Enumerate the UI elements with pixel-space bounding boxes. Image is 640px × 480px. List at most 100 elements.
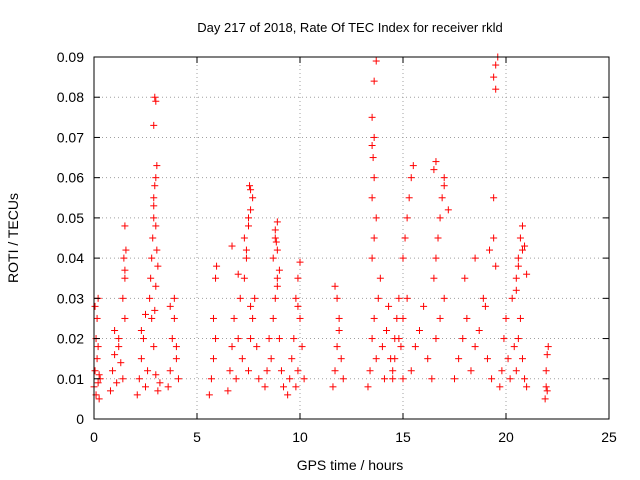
data-point: [428, 375, 436, 383]
data-point: [543, 351, 551, 359]
data-point: [224, 387, 232, 395]
data-point: [508, 294, 516, 302]
data-point: [106, 387, 114, 395]
data-point: [156, 379, 164, 387]
data-point: [247, 335, 255, 343]
data-point: [294, 302, 302, 310]
data-point: [284, 391, 292, 399]
data-point: [247, 302, 255, 310]
data-point: [253, 343, 261, 351]
data-point: [490, 234, 498, 242]
data-point: [232, 375, 240, 383]
data-point: [374, 294, 382, 302]
data-point: [228, 242, 236, 250]
data-point: [440, 294, 448, 302]
data-point: [339, 375, 347, 383]
data-point: [383, 327, 391, 335]
data-point: [115, 335, 123, 343]
data-point: [273, 282, 281, 290]
data-point: [174, 375, 182, 383]
data-point: [93, 355, 101, 363]
data-point: [397, 343, 405, 351]
data-point: [286, 375, 294, 383]
data-point: [137, 355, 145, 363]
data-point: [151, 306, 159, 314]
data-point: [438, 194, 446, 202]
y-tick-label: 0.09: [57, 49, 84, 65]
data-point: [490, 194, 498, 202]
data-point: [543, 387, 551, 395]
data-point: [368, 335, 376, 343]
data-point: [544, 343, 552, 351]
data-point: [372, 214, 380, 222]
data-point: [166, 367, 174, 375]
data-point: [331, 282, 339, 290]
y-tick-label: 0.07: [57, 129, 84, 145]
data-point: [234, 270, 242, 278]
data-point: [164, 383, 172, 391]
data-point: [399, 375, 407, 383]
data-point: [273, 246, 281, 254]
data-point: [372, 355, 380, 363]
data-point: [240, 274, 248, 282]
data-point: [471, 343, 479, 351]
data-point: [370, 174, 378, 182]
data-point: [444, 206, 452, 214]
y-axis-label: ROTI / TECUs: [5, 193, 21, 283]
data-point: [91, 367, 99, 375]
data-point: [492, 85, 500, 93]
data-point: [335, 314, 343, 322]
data-point: [488, 375, 496, 383]
x-tick-label: 15: [395, 429, 411, 445]
data-point: [504, 355, 512, 363]
data-point: [496, 383, 504, 391]
data-point: [209, 355, 217, 363]
data-point: [247, 206, 255, 214]
data-point: [133, 391, 141, 399]
data-point: [271, 226, 279, 234]
data-point: [370, 314, 378, 322]
data-point: [242, 254, 250, 262]
data-point: [111, 351, 119, 359]
data-point: [166, 302, 174, 310]
data-point: [463, 314, 471, 322]
data-point: [370, 234, 378, 242]
data-point: [109, 367, 117, 375]
data-point: [368, 254, 376, 262]
data-point: [261, 383, 269, 391]
data-point: [255, 375, 263, 383]
data-point: [436, 214, 444, 222]
data-point: [150, 121, 158, 129]
data-point: [94, 379, 102, 387]
data-point: [172, 343, 180, 351]
data-point: [245, 222, 252, 230]
data-point: [298, 343, 306, 351]
data-point: [541, 395, 549, 403]
data-point: [151, 182, 159, 190]
data-point: [122, 246, 130, 254]
data-point: [247, 186, 255, 194]
data-point: [337, 355, 345, 363]
data-point: [135, 375, 143, 383]
data-point: [121, 274, 129, 282]
data-point: [121, 222, 129, 230]
data-point: [368, 113, 376, 121]
data-point: [246, 182, 254, 190]
data-point: [226, 367, 234, 375]
data-point: [368, 194, 376, 202]
data-point: [385, 302, 393, 310]
data-point: [154, 262, 162, 270]
data-point: [395, 294, 403, 302]
data-point: [91, 302, 99, 310]
data-point: [152, 174, 160, 182]
data-point: [498, 367, 506, 375]
data-point: [113, 379, 121, 387]
data-point: [93, 314, 101, 322]
data-point: [273, 274, 281, 282]
data-point: [518, 246, 526, 254]
data-point: [111, 327, 119, 335]
data-point: [510, 343, 518, 351]
plot-frame: [93, 56, 610, 420]
